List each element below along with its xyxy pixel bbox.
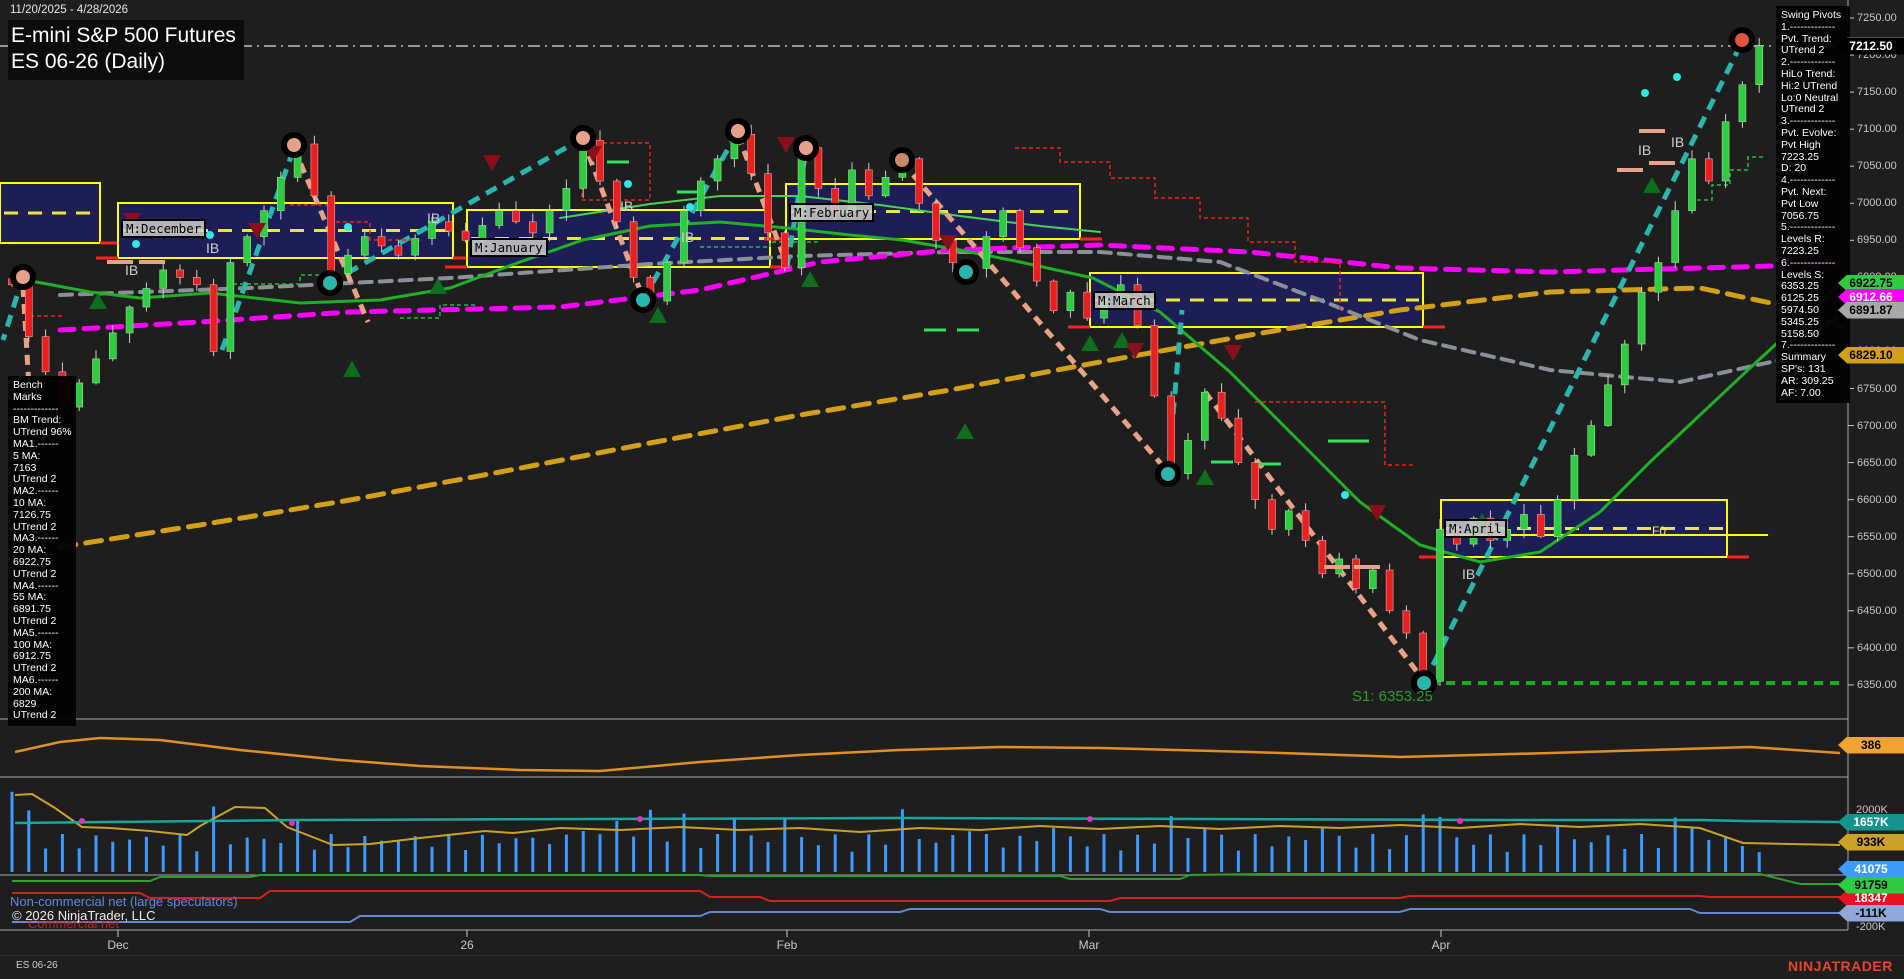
volume-panel (10, 791, 1841, 872)
price-axis-label: 6500.00 (1857, 567, 1897, 580)
ma200-gold-dashed (57, 285, 1848, 550)
price-tag: 6922.75 (1838, 274, 1904, 292)
price-tag: 18347 (1838, 889, 1904, 907)
ma10-lightgreen (559, 195, 1101, 233)
commercial-net-label: Commercial net (28, 916, 120, 931)
price-tag: 386 (1838, 736, 1904, 754)
ib-label: IB (1671, 134, 1685, 150)
bar-marks (10, 27, 1755, 696)
price-tag: -111K (1838, 904, 1904, 922)
time-axis-label: Apr (1431, 938, 1451, 952)
month-box-label: M:April (1444, 519, 1507, 538)
swing-pivot-marker (570, 125, 596, 151)
panel-axis-label: -200K (1856, 921, 1886, 933)
ib-label: IB (1462, 566, 1476, 582)
time-axis-label: Dec (107, 938, 129, 952)
price-axis-label: 6550.00 (1857, 530, 1897, 543)
swing-pivot-marker (1411, 670, 1437, 696)
price-tag: 6829.10 (1838, 346, 1904, 364)
price-axis-label: 7000.00 (1857, 197, 1897, 210)
price-tag: 1657K (1838, 813, 1904, 831)
swing-pivot-marker (793, 135, 819, 161)
open-interest-panel (14, 736, 1841, 773)
panel-axis-label: 2000K (1856, 804, 1888, 816)
price-tag: 933K (1838, 833, 1904, 851)
ib-label: IB (427, 210, 441, 226)
swing-pivots-panel: Swing Pivots 1.------------- Pvt. Trend:… (1776, 6, 1850, 404)
price-axis-label: 6650.00 (1857, 456, 1897, 469)
ib-label: IB (620, 198, 634, 214)
price-axis-label: 6450.00 (1857, 604, 1897, 617)
swing-pivot-marker (317, 270, 343, 296)
swing-pivot-marker (10, 264, 36, 290)
month-box-label: M:March (1093, 291, 1156, 310)
f0-label: F0 (1652, 524, 1667, 538)
month-box-label: M:December (121, 219, 207, 238)
price-axis-label: 6750.00 (1857, 382, 1897, 395)
date-range: 11/20/2025 - 4/28/2026 (10, 4, 129, 16)
price-tag: 7212.50 (1838, 37, 1904, 55)
swing-pivot-marker (1729, 27, 1755, 53)
candlesticks (8, 38, 1763, 687)
s1-support-label: S1: 6353.25 (1352, 688, 1433, 705)
copyright-label: © 2026 NinjaTrader, LLC (12, 908, 156, 923)
price-axis-label: 6950.00 (1857, 234, 1897, 247)
price-axis-label: 7050.00 (1857, 160, 1897, 173)
instrument-tab[interactable]: ES 06-26 (16, 960, 58, 971)
ib-label: IB (206, 240, 220, 256)
ib-label: IB (681, 229, 695, 245)
price-axis-label: 6400.00 (1857, 641, 1897, 654)
main-price-panel (0, 27, 1848, 696)
cot-panel (12, 873, 1840, 923)
instrument-series: ES 06-26 (Daily) (11, 50, 166, 73)
swing-pivot-marker (953, 259, 979, 285)
swing-pivot-marker (281, 132, 307, 158)
ib-label: IB (1638, 142, 1652, 158)
noncommercial-net-label: Non-commercial net (large speculators) (10, 894, 238, 909)
price-axis-label: 7100.00 (1857, 123, 1897, 136)
price-axis-label: 6700.00 (1857, 419, 1897, 432)
price-axis-label: 7250.00 (1857, 12, 1897, 24)
ib-label: IB (125, 262, 139, 278)
ninjatrader-logo: NINJATRADER (1788, 958, 1893, 974)
time-axis-label: 26 (460, 938, 474, 952)
time-axis-label: Mar (1078, 938, 1100, 952)
tab-strip (0, 955, 1904, 979)
bench-marks-panel: Bench Marks ------------- BM Trend: UTre… (8, 376, 76, 727)
swing-trend-lines (0, 40, 1765, 685)
price-tag: 91759 (1838, 876, 1904, 894)
chart-title: E-mini S&P 500 Futures ES 06-26 (Daily) (8, 20, 244, 80)
price-tag: 6891.87 (1838, 301, 1904, 319)
price-axis-label: 7150.00 (1857, 86, 1897, 99)
price-axis-label: 6600.00 (1857, 493, 1897, 506)
swing-pivot-marker (1155, 461, 1181, 487)
swing-pivot-marker (889, 147, 915, 173)
swing-pivot-marker (725, 118, 751, 144)
month-box-label: M:January (470, 238, 548, 257)
price-tag: 41075 (1838, 860, 1904, 878)
month-box-label: M:February (789, 203, 875, 222)
price-axis-label: 6350.00 (1857, 678, 1897, 691)
time-axis-label: Feb (776, 938, 798, 952)
price-tag: 6912.66 (1838, 288, 1904, 306)
instrument-name: E-mini S&P 500 Futures (11, 24, 236, 47)
swing-pivot-marker (630, 287, 656, 313)
